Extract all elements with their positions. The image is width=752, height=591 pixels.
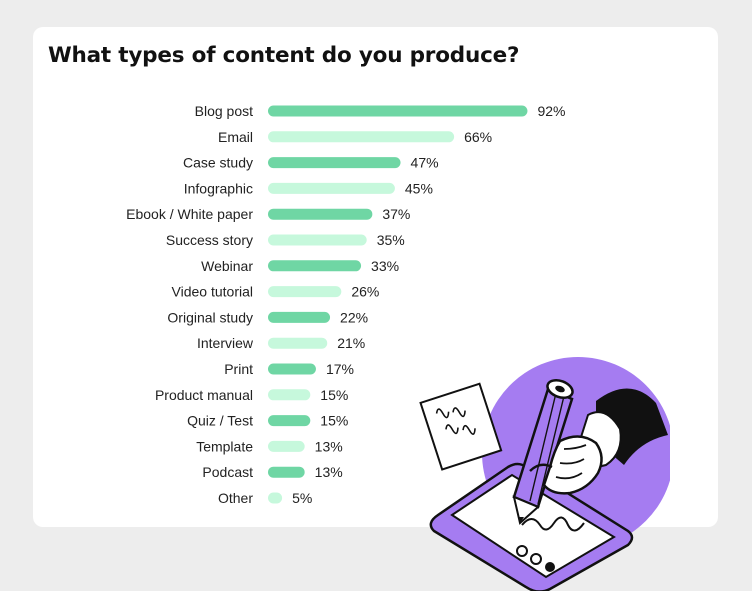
bar (268, 286, 342, 298)
bar (268, 311, 331, 323)
value-label: 17% (326, 361, 354, 377)
value-label: 13% (315, 464, 343, 480)
hand-icon (529, 435, 603, 495)
value-label: 33% (371, 258, 399, 274)
hand-writing-on-tablet-illustration (419, 357, 670, 591)
category-label: Infographic (184, 180, 253, 196)
category-label: Quiz / Test (187, 413, 253, 429)
bar (268, 260, 362, 272)
category-label: Print (224, 361, 253, 377)
category-label: Case study (183, 155, 253, 171)
value-label: 35% (377, 232, 405, 248)
value-label: 47% (411, 155, 439, 171)
bar (268, 492, 283, 504)
bar (268, 466, 305, 478)
bar (268, 131, 455, 143)
category-label: Video tutorial (172, 284, 253, 300)
bar (268, 415, 311, 427)
bar (268, 157, 401, 169)
category-label: Blog post (195, 103, 253, 119)
paper-note-icon (419, 382, 503, 471)
bar (268, 105, 528, 117)
category-label: Other (218, 490, 253, 506)
value-label: 5% (292, 490, 312, 506)
category-label: Podcast (202, 464, 253, 480)
category-label: Interview (197, 335, 254, 351)
bar (268, 363, 316, 375)
value-label: 15% (320, 387, 348, 403)
value-label: 21% (337, 335, 365, 351)
value-label: 26% (351, 284, 379, 300)
value-label: 22% (340, 309, 368, 325)
value-label: 66% (464, 129, 492, 145)
bar (268, 182, 395, 194)
bar (268, 234, 367, 246)
category-label: Product manual (155, 387, 253, 403)
chart-title: What types of content do you produce? (48, 43, 520, 68)
category-label: Email (218, 129, 253, 145)
pencil-icon (512, 379, 574, 525)
value-label: 45% (405, 180, 433, 196)
bar (268, 208, 373, 220)
value-label: 13% (315, 438, 343, 454)
tablet-icon (429, 462, 634, 591)
bar (268, 337, 328, 349)
category-label: Template (196, 438, 253, 454)
category-label: Success story (166, 232, 253, 248)
value-label: 15% (320, 413, 348, 429)
bar (268, 440, 305, 452)
category-label: Original study (167, 309, 253, 325)
value-label: 37% (382, 206, 410, 222)
value-label: 92% (537, 103, 565, 119)
category-label: Ebook / White paper (126, 206, 253, 222)
category-label: Webinar (201, 258, 253, 274)
bar (268, 389, 311, 401)
